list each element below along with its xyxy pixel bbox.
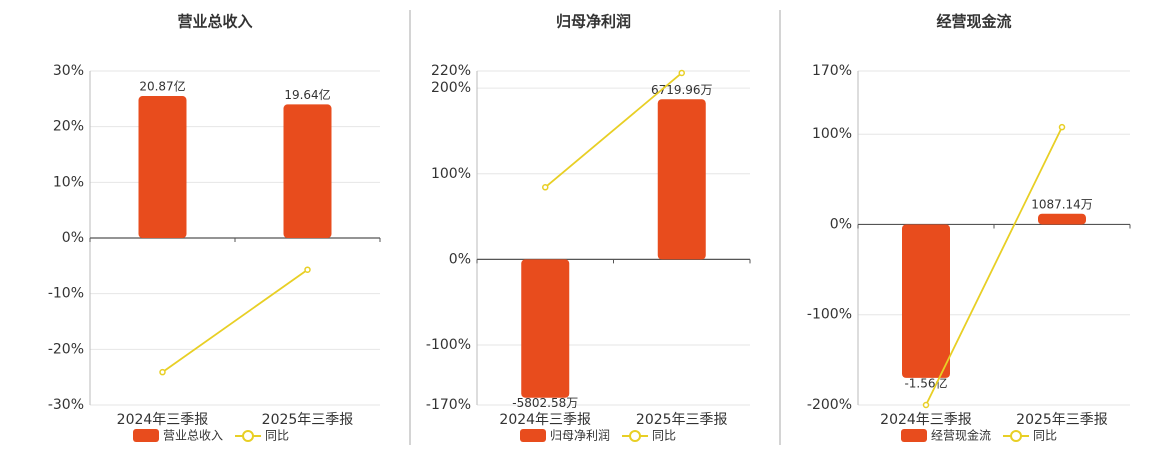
bar: [1038, 213, 1086, 225]
y-tick-label: 170%: [812, 63, 852, 79]
chart-title: 归母净利润: [556, 13, 631, 31]
x-tick-label: 2024年三季报: [499, 412, 591, 428]
bar: [283, 104, 332, 238]
bar: [521, 259, 570, 398]
line: [544, 72, 683, 188]
y-tick-label: 30%: [53, 63, 84, 79]
legend-label: 营业总收入: [163, 429, 223, 443]
legend-label: 同比: [1033, 429, 1057, 443]
line-point: [159, 368, 166, 376]
legend-swatch: [1010, 430, 1023, 442]
x-tick-label: 2024年三季报: [880, 412, 972, 428]
x-tick-label: 2025年三季报: [636, 412, 728, 428]
line-point: [542, 184, 549, 191]
y-tick-label: -20%: [48, 341, 84, 357]
value-label: 20.87亿: [139, 79, 185, 94]
y-tick-label: 20%: [53, 119, 84, 135]
x-tick-label: 2024年三季报: [117, 412, 209, 428]
y-tick-label: 0%: [449, 251, 471, 267]
y-tick-label: 100%: [431, 166, 471, 182]
legend-label: 归母净利润: [550, 429, 610, 443]
bar: [902, 224, 950, 378]
legend-label: 经营现金流: [931, 428, 991, 443]
y-tick-label: -200%: [807, 397, 852, 413]
value-label: 1087.14万: [1031, 197, 1093, 211]
y-tick-label: 200%: [431, 80, 471, 96]
bar: [657, 99, 706, 260]
y-tick-label: -10%: [48, 286, 84, 302]
legend-swatch: [242, 430, 255, 442]
line-point: [922, 401, 930, 409]
chart-title: 营业总收入: [177, 13, 252, 31]
y-tick-label: -100%: [426, 337, 471, 353]
line: [161, 268, 309, 373]
y-tick-label: 10%: [53, 174, 84, 190]
legend-label: 同比: [265, 429, 289, 443]
value-label: -1.56亿: [904, 375, 947, 390]
legend-swatch: [520, 429, 546, 442]
line: [925, 126, 1063, 406]
y-tick-label: -100%: [807, 307, 852, 323]
y-tick-label: 220%: [431, 63, 471, 79]
y-tick-label: 100%: [812, 126, 852, 142]
legend-label: 同比: [652, 429, 676, 443]
line-point: [1058, 123, 1066, 131]
value-label: -5802.58万: [512, 396, 578, 410]
legend-swatch: [133, 429, 159, 442]
y-tick-label: 0%: [62, 230, 84, 246]
legend-swatch: [629, 430, 642, 442]
legend-swatch: [901, 429, 927, 442]
value-label: 19.64亿: [284, 87, 330, 102]
x-tick-label: 2025年三季报: [262, 412, 354, 428]
y-tick-label: 0%: [830, 216, 852, 232]
x-tick-label: 2025年三季报: [1016, 412, 1108, 428]
y-tick-label: -170%: [426, 397, 471, 413]
chart-title: 经营现金流: [936, 13, 1011, 31]
bar: [138, 96, 187, 238]
line-point: [304, 266, 311, 273]
line-point: [678, 69, 685, 77]
value-label: 6719.96万: [651, 83, 713, 97]
y-tick-label: -30%: [48, 397, 84, 413]
